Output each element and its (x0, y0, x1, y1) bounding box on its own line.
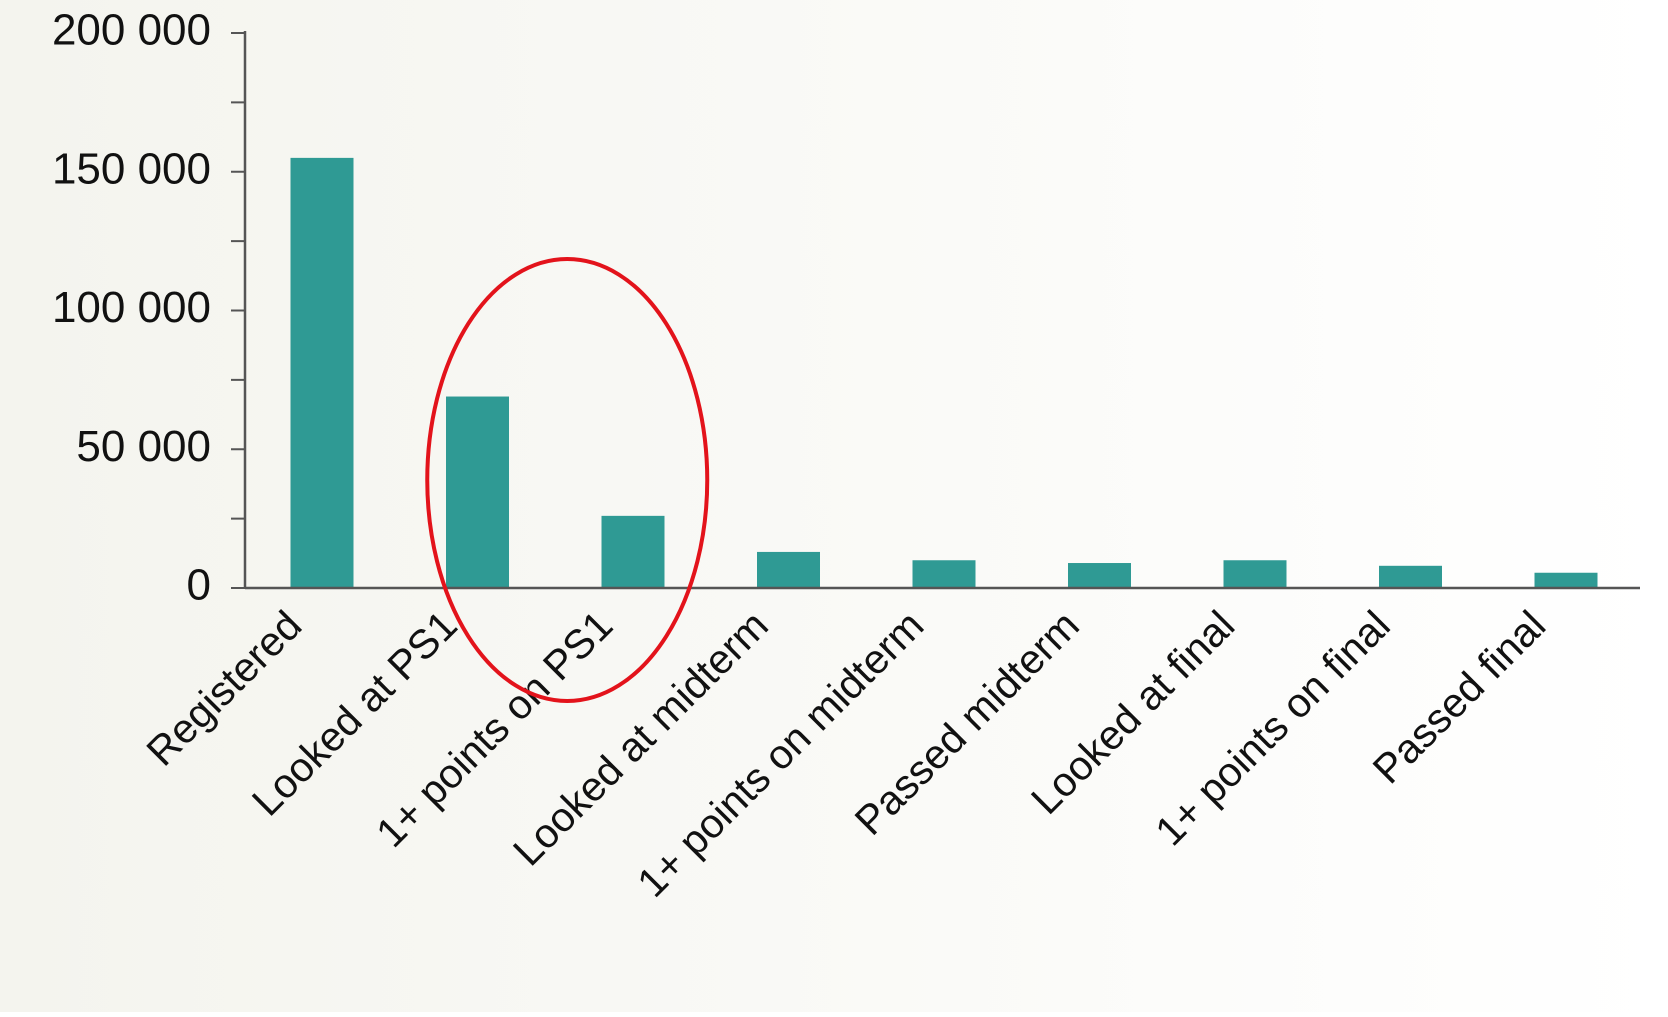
y-tick-label: 150 000 (52, 144, 211, 193)
y-tick-label: 50 000 (76, 422, 211, 471)
bar-looked-at-final (1223, 560, 1287, 588)
bar-passed-midterm (1068, 563, 1131, 588)
bar-looked-at-midterm (757, 551, 820, 588)
axes (243, 31, 1640, 590)
bar-1-points-on-ps1 (601, 515, 665, 588)
bar-registered (290, 157, 354, 588)
bar-looked-at-ps1 (446, 396, 509, 588)
bar-1-points-on-midterm (912, 560, 976, 588)
annotation (425, 257, 710, 703)
y-axis-ticks: 0 50 000 100 000 150 000 200 000 (52, 6, 245, 610)
bar-1-points-on-final (1379, 565, 1442, 588)
y-tick-label: 0 (187, 561, 211, 610)
bar-passed-final (1534, 572, 1598, 588)
y-tick-label: 200 000 (52, 6, 211, 55)
bars (290, 157, 1598, 588)
y-tick-label: 100 000 (52, 283, 211, 332)
highlight-ellipse (425, 257, 710, 703)
